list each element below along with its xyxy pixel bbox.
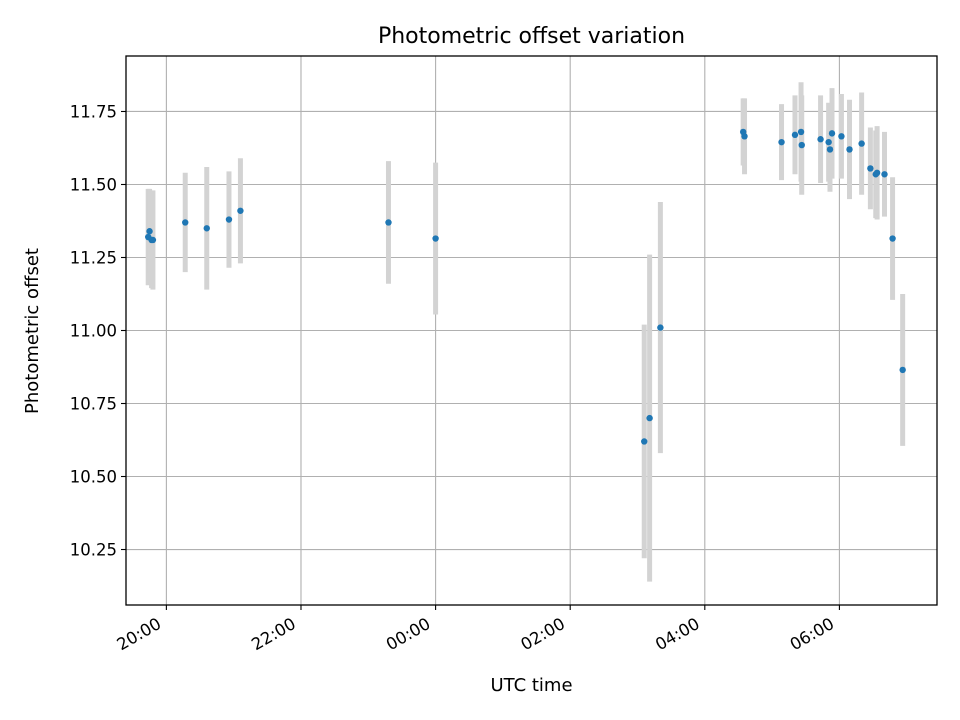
x-axis-label: UTC time <box>490 675 572 696</box>
data-point <box>858 140 865 147</box>
data-point <box>641 438 648 445</box>
y-axis-ticks: 10.25 10.50 10.75 11.00 11.25 11.50 11.75 <box>70 102 126 560</box>
data-point <box>826 146 834 153</box>
data-point <box>825 138 832 146</box>
data-point <box>149 236 157 244</box>
data-point <box>899 366 906 374</box>
data-point <box>646 414 653 422</box>
data-point <box>798 141 805 149</box>
data-point <box>203 225 210 232</box>
y-tick-label: 10.50 <box>70 468 117 487</box>
data-point <box>432 235 439 242</box>
y-tick-label: 11.25 <box>70 248 117 267</box>
data-point <box>797 128 805 136</box>
data-point <box>817 136 824 143</box>
data-point <box>873 169 881 177</box>
data-point <box>881 171 888 178</box>
data-point <box>778 138 785 146</box>
data-point <box>657 324 664 331</box>
data-point <box>741 133 748 140</box>
y-tick-label: 11.75 <box>70 102 117 121</box>
y-tick-label: 10.25 <box>70 541 117 560</box>
data-point <box>828 130 836 137</box>
data-point <box>225 216 233 223</box>
data-point <box>791 131 799 139</box>
data-point <box>182 219 189 226</box>
y-tick-label: 10.75 <box>70 395 117 414</box>
y-axis-label: Photometric offset <box>22 248 43 414</box>
data-point <box>385 219 392 226</box>
data-point <box>846 146 853 153</box>
data-point <box>237 207 244 214</box>
y-tick-label: 11.00 <box>70 322 117 341</box>
data-points <box>145 128 906 445</box>
y-tick-label: 11.50 <box>70 175 117 194</box>
data-point <box>889 235 896 242</box>
data-point <box>146 228 153 235</box>
data-point <box>838 133 845 140</box>
data-point <box>867 165 874 172</box>
chart-title: Photometric offset variation <box>378 24 685 49</box>
